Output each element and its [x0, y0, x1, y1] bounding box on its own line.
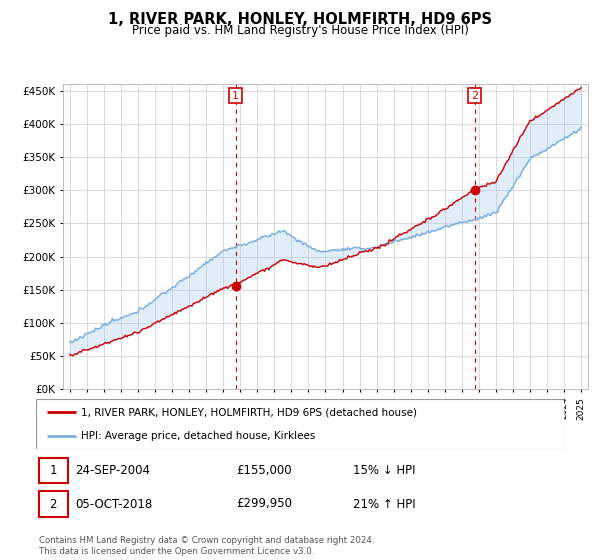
Text: £155,000: £155,000	[236, 464, 292, 477]
Text: 05-OCT-2018: 05-OCT-2018	[76, 497, 153, 511]
Text: 2: 2	[471, 91, 478, 101]
Text: 1: 1	[49, 464, 57, 477]
Text: 1, RIVER PARK, HONLEY, HOLMFIRTH, HD9 6PS: 1, RIVER PARK, HONLEY, HOLMFIRTH, HD9 6P…	[108, 12, 492, 27]
Text: 1: 1	[232, 91, 239, 101]
Text: 21% ↑ HPI: 21% ↑ HPI	[353, 497, 415, 511]
Text: 2: 2	[49, 497, 57, 511]
Text: HPI: Average price, detached house, Kirklees: HPI: Average price, detached house, Kirk…	[81, 431, 315, 441]
Text: 15% ↓ HPI: 15% ↓ HPI	[353, 464, 415, 477]
Text: Price paid vs. HM Land Registry's House Price Index (HPI): Price paid vs. HM Land Registry's House …	[131, 24, 469, 37]
Bar	[38, 458, 68, 483]
Text: 1, RIVER PARK, HONLEY, HOLMFIRTH, HD9 6PS (detached house): 1, RIVER PARK, HONLEY, HOLMFIRTH, HD9 6P…	[81, 407, 417, 417]
Text: 24-SEP-2004: 24-SEP-2004	[76, 464, 151, 477]
Text: £299,950: £299,950	[236, 497, 293, 511]
Text: Contains HM Land Registry data © Crown copyright and database right 2024.
This d: Contains HM Land Registry data © Crown c…	[39, 536, 374, 556]
Bar	[38, 492, 68, 516]
